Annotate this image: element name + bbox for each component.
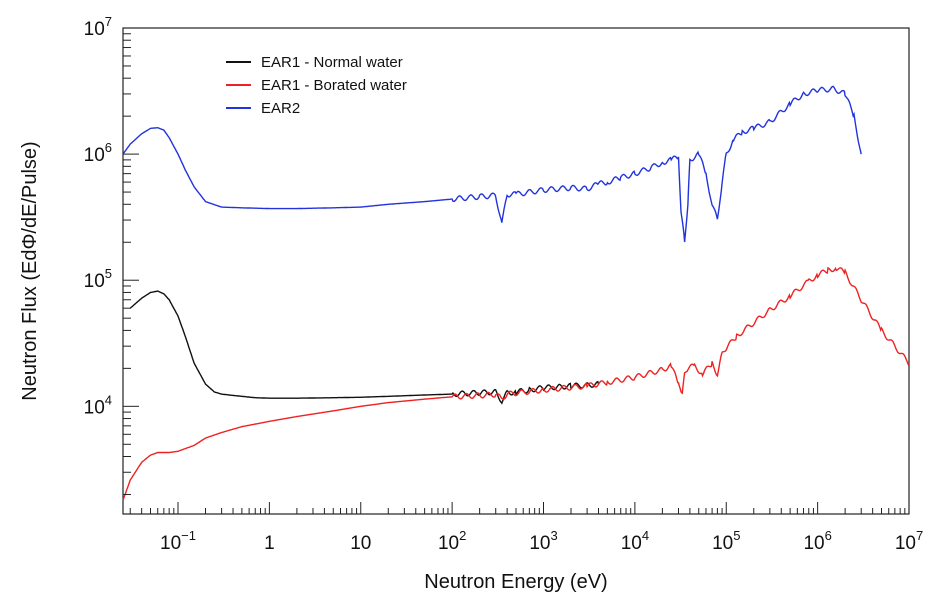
y-axis-title: Neutron Flux (EdΦ/dE/Pulse) bbox=[19, 141, 41, 400]
legend: EAR1 - Normal water EAR1 - Borated water E… bbox=[226, 54, 407, 117]
legend-label: EAR2 bbox=[261, 100, 300, 117]
x-tick-label: 103 bbox=[529, 528, 557, 554]
x-tick-label: 102 bbox=[438, 528, 466, 554]
series-line-1 bbox=[129, 290, 600, 405]
x-tick-label: 104 bbox=[621, 528, 649, 554]
y-axis: 104 105 106 107 bbox=[84, 14, 139, 495]
x-tick-label: 1 bbox=[264, 533, 275, 554]
legend-label: EAR1 - Borated water bbox=[261, 77, 407, 94]
series-line-2 bbox=[122, 266, 910, 501]
y-tick-label: 104 bbox=[84, 392, 112, 418]
y-tick-label: 106 bbox=[84, 140, 112, 166]
x-tick-label: 107 bbox=[895, 528, 923, 554]
x-tick-label: 10−1 bbox=[160, 528, 196, 554]
x-tick-label: 106 bbox=[803, 528, 831, 554]
x-tick-label: 10 bbox=[350, 533, 371, 554]
x-axis-title: Neutron Energy (eV) bbox=[424, 571, 607, 593]
series-layer bbox=[122, 85, 910, 501]
legend-label: EAR1 - Normal water bbox=[261, 54, 403, 71]
y-tick-label: 105 bbox=[84, 266, 112, 292]
x-tick-label: 105 bbox=[712, 528, 740, 554]
x-axis: 10−1 1 10 102 103 104 105 106 107 bbox=[129, 502, 923, 554]
y-tick-label: 107 bbox=[84, 14, 112, 40]
plot-frame bbox=[122, 27, 910, 515]
series-line-3 bbox=[122, 85, 862, 243]
